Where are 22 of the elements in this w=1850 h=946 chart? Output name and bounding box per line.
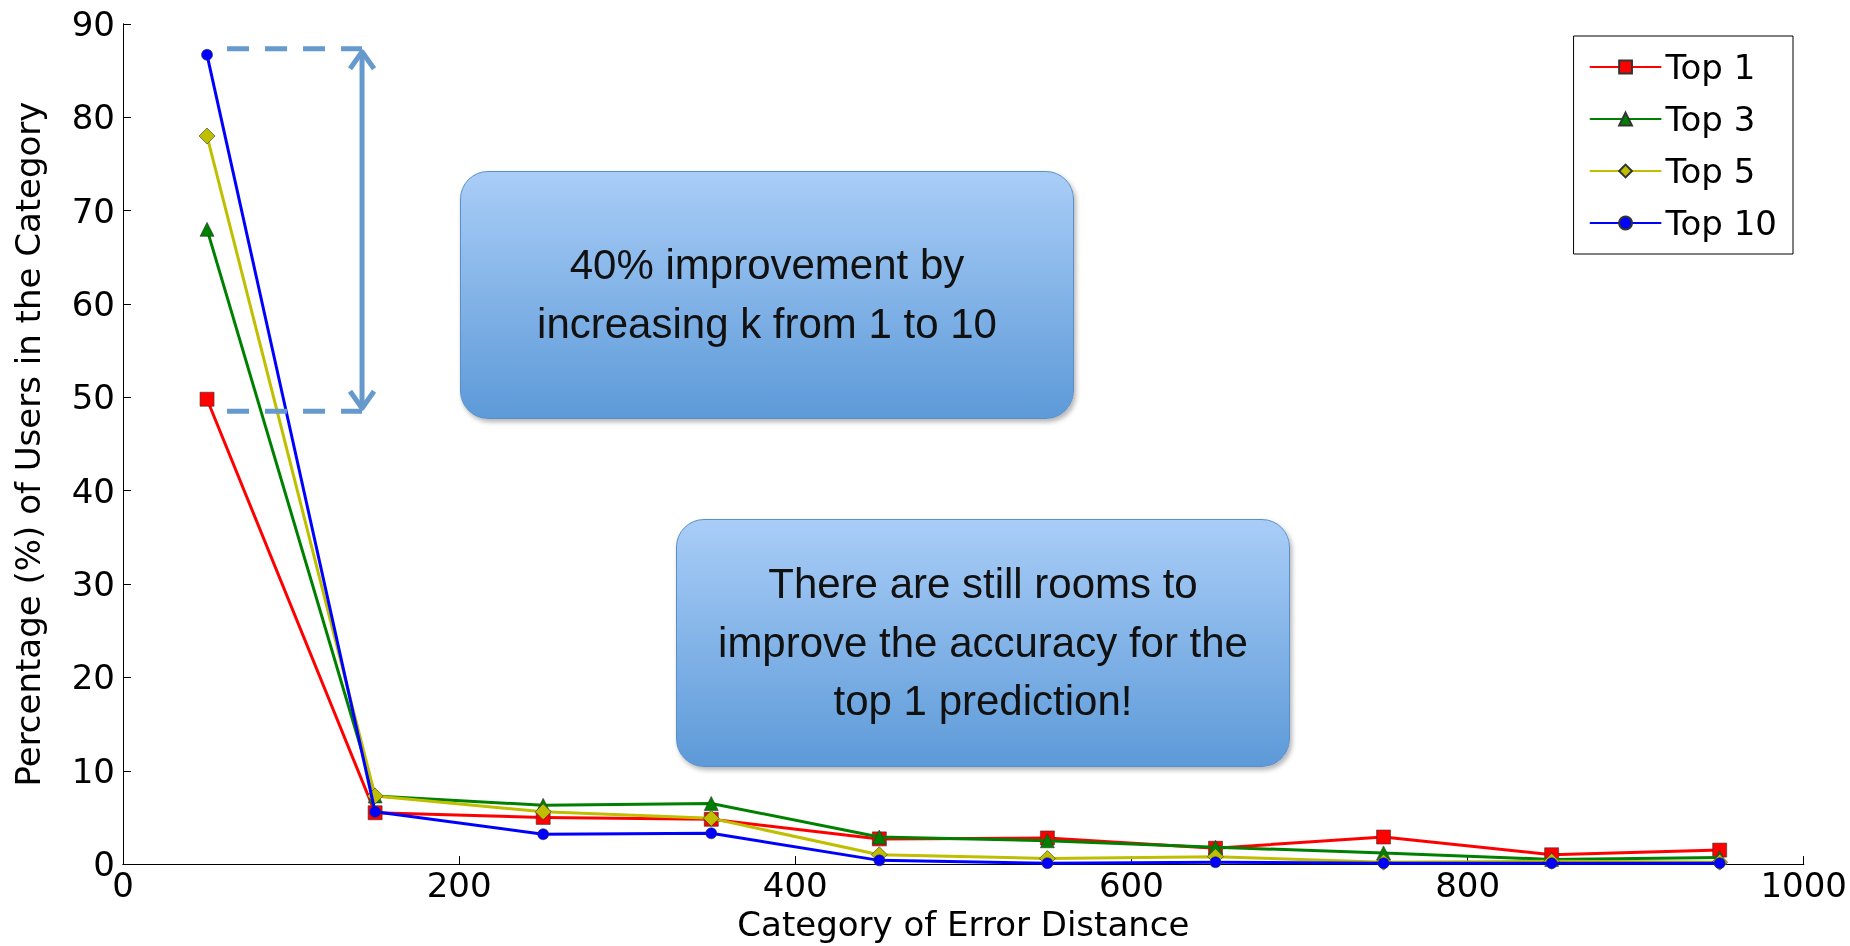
y-tick-label: 40 xyxy=(71,470,115,511)
x-tick-label: 600 xyxy=(1098,865,1164,906)
rounded-callout: 40% improvement by increasing k from 1 to 10 xyxy=(460,171,1074,419)
y-tick-label: 20 xyxy=(71,657,115,698)
y-tick-label: 50 xyxy=(71,377,115,418)
y-tick-label: 30 xyxy=(71,564,115,605)
y-axis-title: Percentage (%) of Users in the Category xyxy=(8,101,48,787)
y-tick-label: 90 xyxy=(71,4,115,44)
x-axis-title: Category of Error Distance xyxy=(737,904,1190,944)
x-tick-label: 1000 xyxy=(1760,865,1847,906)
legend-label: Top 10 xyxy=(1664,203,1778,243)
legend-label: Top 5 xyxy=(1664,151,1756,191)
legend-label: Top 3 xyxy=(1664,99,1756,139)
x-tick-label: 800 xyxy=(1435,865,1501,906)
y-tick-label: 70 xyxy=(71,190,115,231)
x-tick-label: 200 xyxy=(426,865,492,906)
legend-label: Top 1 xyxy=(1664,47,1756,87)
y-tick-label: 80 xyxy=(71,97,115,138)
rounded-callout: There are still rooms to improve the accuracy for the top 1 prediction! xyxy=(676,519,1290,767)
y-tick-label: 60 xyxy=(71,284,115,325)
x-tick-label: 400 xyxy=(762,865,828,906)
y-tick-label: 10 xyxy=(71,750,115,791)
